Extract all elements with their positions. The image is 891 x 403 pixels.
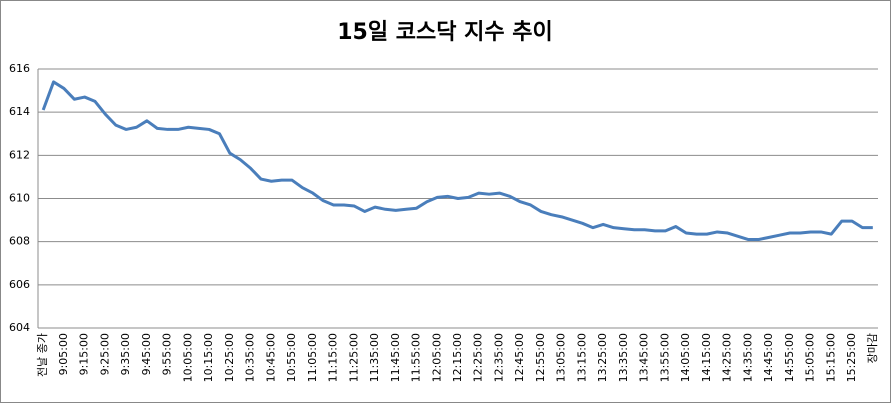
x-tick-label: 전날 종가 bbox=[36, 333, 49, 377]
x-tick-label: 12:05:00 bbox=[430, 333, 443, 382]
x-tick-label: 14:55:00 bbox=[783, 333, 796, 382]
x-tick-label: 15:05:00 bbox=[804, 333, 817, 382]
chart-title: 15일 코스닥 지수 추이 bbox=[337, 20, 553, 45]
x-tick-label: 9:35:00 bbox=[119, 333, 132, 375]
x-tick-label: 13:55:00 bbox=[658, 333, 671, 382]
y-tick-label: 610 bbox=[9, 192, 30, 205]
y-tick-label: 616 bbox=[9, 62, 30, 75]
x-tick-label: 12:55:00 bbox=[534, 333, 547, 382]
x-tick-label: 9:15:00 bbox=[78, 333, 91, 375]
x-tick-label: 13:35:00 bbox=[617, 333, 630, 382]
x-tick-label: 13:45:00 bbox=[638, 333, 651, 382]
y-tick-label: 612 bbox=[9, 148, 30, 161]
x-tick-label: 13:15:00 bbox=[575, 333, 588, 382]
data-line bbox=[41, 80, 873, 242]
x-tick-label: 12:45:00 bbox=[513, 333, 526, 382]
x-tick-label: 10:15:00 bbox=[202, 333, 215, 382]
x-tick-label: 12:15:00 bbox=[451, 333, 464, 382]
x-tick-label: 12:25:00 bbox=[472, 333, 485, 382]
y-tick-label: 608 bbox=[9, 235, 30, 248]
x-tick-label: 10:25:00 bbox=[223, 333, 236, 382]
x-tick-label: 9:05:00 bbox=[57, 333, 70, 375]
x-tick-label: 11:35:00 bbox=[368, 333, 381, 382]
x-tick-label: 11:15:00 bbox=[327, 333, 340, 382]
x-tick-label: 13:05:00 bbox=[555, 333, 568, 382]
x-tick-label: 13:25:00 bbox=[596, 333, 609, 382]
x-tick-label: 11:45:00 bbox=[389, 333, 402, 382]
x-tick-label: 15:15:00 bbox=[824, 333, 837, 382]
x-tick-label: 14:45:00 bbox=[762, 333, 775, 382]
x-tick-label: 10:55:00 bbox=[285, 333, 298, 382]
x-tick-label: 14:15:00 bbox=[700, 333, 713, 382]
x-tick-label: 11:25:00 bbox=[347, 333, 360, 382]
x-tick-label: 15:25:00 bbox=[845, 333, 858, 382]
x-tick-label: 9:25:00 bbox=[98, 333, 111, 375]
x-tick-label: 10:05:00 bbox=[181, 333, 194, 382]
x-tick-label: 9:55:00 bbox=[161, 333, 174, 375]
x-tick-label: 9:45:00 bbox=[140, 333, 153, 375]
y-tick-label: 614 bbox=[9, 105, 30, 118]
x-tick-label: 11:05:00 bbox=[306, 333, 319, 382]
y-tick-label: 604 bbox=[9, 321, 30, 334]
y-tick-label: 606 bbox=[9, 278, 30, 291]
x-tick-label: 장마감 bbox=[866, 333, 879, 363]
x-tick-label: 14:25:00 bbox=[721, 333, 734, 382]
x-tick-label: 14:05:00 bbox=[679, 333, 692, 382]
x-tick-label: 14:35:00 bbox=[741, 333, 754, 382]
x-tick-label: 11:55:00 bbox=[410, 333, 423, 382]
x-tick-label: 10:35:00 bbox=[244, 333, 257, 382]
x-tick-label: 10:45:00 bbox=[264, 333, 277, 382]
x-tick-label: 12:35:00 bbox=[492, 333, 505, 382]
